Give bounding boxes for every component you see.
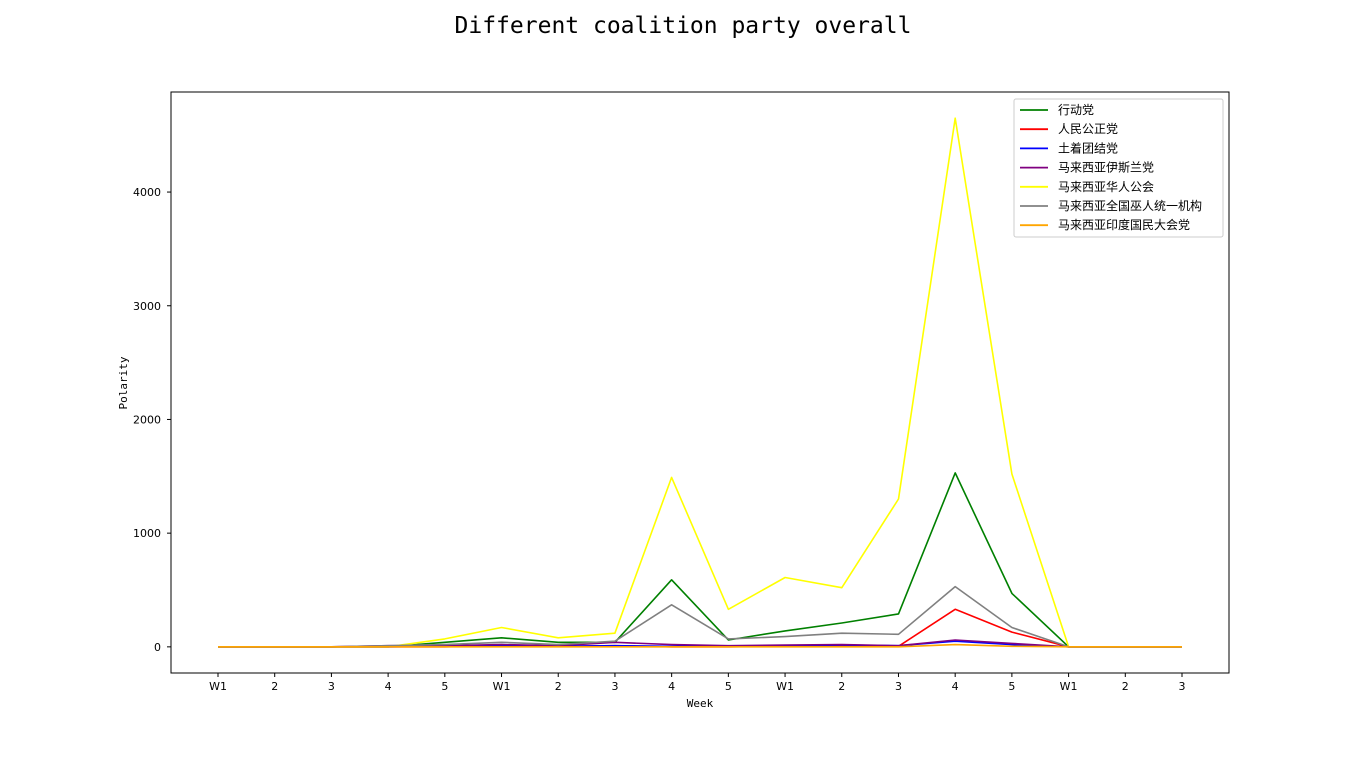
x-tick-label: 5 [725, 680, 732, 693]
x-tick-label: 5 [441, 680, 448, 693]
x-tick-label: 3 [328, 680, 335, 693]
x-tick-label: 3 [1179, 680, 1186, 693]
x-axis: W1 2 3 4 5 W1 2 3 4 5 W1 2 3 4 5 W1 2 3 [209, 673, 1186, 693]
legend: 行动党人民公正党土着团结党马来西亚伊斯兰党马来西亚华人公会马来西亚全国巫人统一机… [1013, 98, 1224, 238]
legend-entry: 马来西亚印度国民大会党 [1058, 217, 1190, 232]
legend-entry: 马来西亚全国巫人统一机构 [1058, 198, 1202, 213]
x-tick-label: 4 [385, 680, 392, 693]
y-axis-label: Polarity [117, 356, 130, 409]
series-line-6 [218, 643, 1182, 648]
legend-box [1013, 98, 1224, 238]
x-tick-label: 2 [271, 680, 278, 693]
chart-title: Different coalition party overall [455, 13, 912, 39]
x-tick-label: 2 [838, 680, 845, 693]
y-axis: 0 1000 2000 3000 4000 [133, 186, 171, 654]
legend-entry: 行动党 [1058, 102, 1094, 117]
x-tick-label: 2 [555, 680, 562, 693]
x-tick-label: 4 [668, 680, 675, 693]
x-tick-label: 4 [952, 680, 959, 693]
legend-entry: 土着团结党 [1058, 140, 1118, 155]
x-tick-label: W1 [776, 680, 794, 693]
x-axis-label: Week [687, 697, 714, 710]
series-line-5 [218, 585, 1182, 648]
y-tick-label: 2000 [133, 413, 161, 426]
y-tick-label: 3000 [133, 300, 161, 313]
x-tick-label: 2 [1122, 680, 1129, 693]
legend-entry: 人民公正党 [1058, 121, 1118, 136]
x-tick-label: W1 [493, 680, 511, 693]
series-line-0 [218, 472, 1182, 648]
legend-entry: 马来西亚伊斯兰党 [1058, 160, 1154, 175]
series-lines [218, 117, 1182, 648]
y-tick-label: 1000 [133, 527, 161, 540]
x-tick-label: 5 [1008, 680, 1015, 693]
series-line-1 [218, 608, 1182, 648]
y-tick-label: 0 [154, 641, 161, 654]
x-tick-label: 3 [611, 680, 618, 693]
x-tick-label: W1 [209, 680, 227, 693]
legend-entry: 马来西亚华人公会 [1058, 180, 1154, 194]
plot-frame [170, 91, 1230, 674]
x-tick-label: W1 [1060, 680, 1078, 693]
y-tick-label: 4000 [133, 186, 161, 199]
x-tick-label: 3 [895, 680, 902, 693]
